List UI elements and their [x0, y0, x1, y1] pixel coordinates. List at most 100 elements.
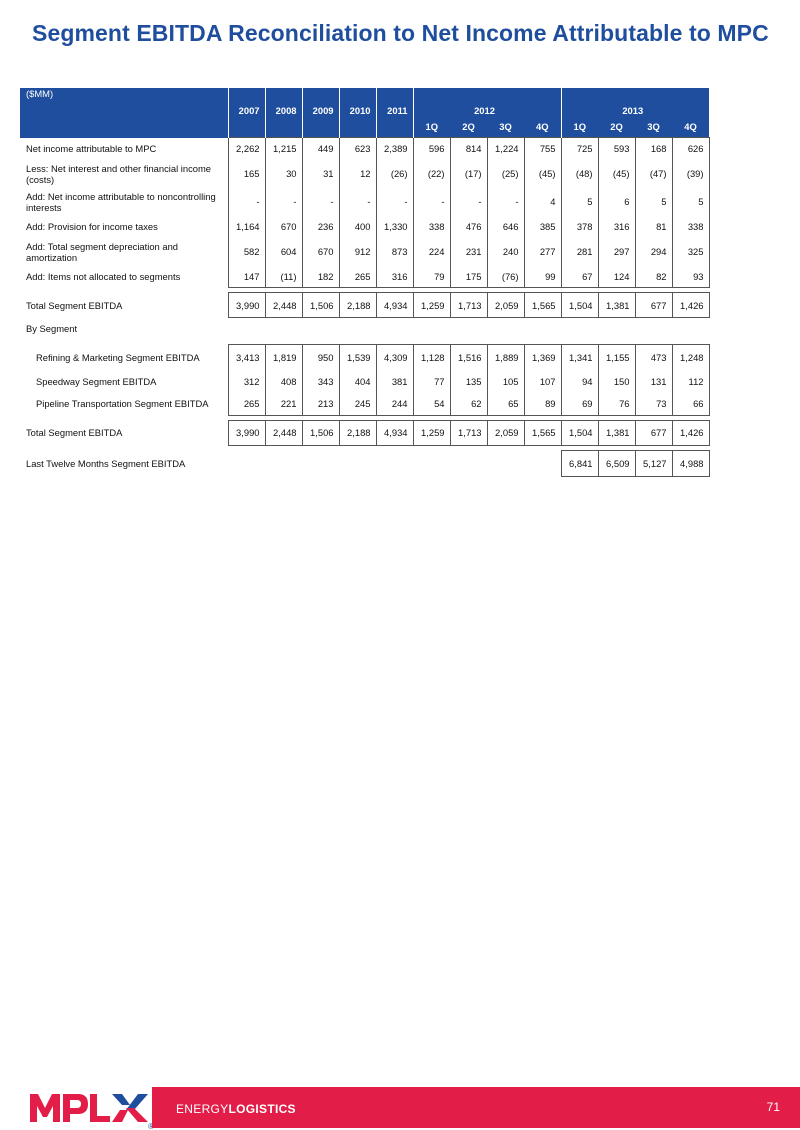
value-cell: 593 — [597, 137, 636, 160]
value-cell: 1,369 — [523, 343, 562, 370]
value-cell: 3,990 — [227, 419, 266, 446]
value-cell: 65 — [486, 392, 525, 416]
value-cell: 31 — [301, 159, 340, 188]
value-cell: - — [264, 187, 303, 216]
value-cell: 338 — [671, 215, 710, 238]
value-cell: 1,248 — [671, 343, 710, 370]
row-label: Total Segment EBITDA — [26, 427, 123, 438]
value-cell: 76 — [597, 392, 636, 416]
value-cell: 236 — [301, 215, 340, 238]
value-cell: 404 — [338, 370, 377, 392]
value-cell: 473 — [634, 343, 673, 370]
value-cell: 1,504 — [560, 419, 599, 446]
value-cell: 1,330 — [375, 215, 414, 238]
value-cell: 81 — [634, 215, 673, 238]
value-cell: 131 — [634, 370, 673, 392]
value-cell: 596 — [412, 137, 451, 160]
value-cell: 6 — [597, 187, 636, 216]
value-cell: 604 — [264, 237, 303, 266]
value-cell: 3,990 — [227, 292, 266, 318]
value-cell: 1,341 — [560, 343, 599, 370]
value-cell: - — [338, 187, 377, 216]
value-cell: 5,127 — [634, 449, 673, 477]
value-cell: 1,516 — [449, 343, 488, 370]
value-cell: 325 — [671, 237, 710, 266]
value-cell: 4,934 — [375, 292, 414, 318]
value-cell: 1,426 — [671, 419, 710, 446]
value-cell: 1,713 — [449, 292, 488, 318]
value-cell: 1,224 — [486, 137, 525, 160]
row-label: Last Twelve Months Segment EBITDA — [26, 457, 186, 469]
value-cell: 1,504 — [560, 292, 599, 318]
value-cell: 1,565 — [523, 292, 562, 318]
value-cell: 1,819 — [264, 343, 303, 370]
energy-logistics-wordmark: ENERGYLOGISTICS — [176, 1102, 296, 1116]
quarter-header: 3Q — [635, 116, 672, 138]
table-row: Pipeline Transportation Segment EBITDA 26… — [20, 392, 710, 416]
value-cell: - — [375, 187, 414, 216]
value-cell: 277 — [523, 237, 562, 266]
table-row: Add: Items not allocated to segments 147(… — [20, 265, 710, 288]
quarter-header: 2Q — [598, 116, 635, 138]
row-label: Refining & Marketing Segment EBITDA — [36, 351, 200, 363]
value-cell: 175 — [449, 265, 488, 288]
value-cell: 343 — [301, 370, 340, 392]
table-row: Less: Net interest and other financial i… — [20, 159, 710, 188]
unit-label: ($MM) — [20, 88, 228, 116]
value-cell: 381 — [375, 370, 414, 392]
value-cell: 677 — [634, 419, 673, 446]
header-row-years: ($MM) 2007 2008 2009 2010 2011 2012 2013 — [20, 88, 709, 116]
row-label: Pipeline Transportation Segment EBITDA — [36, 398, 209, 409]
value-cell: 94 — [560, 370, 599, 392]
value-cell: (45) — [523, 159, 562, 188]
value-cell: 2,059 — [486, 419, 525, 446]
value-cell: (47) — [634, 159, 673, 188]
value-cell: 912 — [338, 237, 377, 266]
value-cell: (17) — [449, 159, 488, 188]
row-label: By Segment — [26, 323, 78, 334]
value-cell: 1,155 — [597, 343, 636, 370]
value-cell: 670 — [301, 237, 340, 266]
year-header: 2008 — [264, 88, 302, 116]
value-cell: 105 — [486, 370, 525, 392]
value-cell: 2,188 — [338, 292, 377, 318]
table-row: Last Twelve Months Segment EBITDA 6,841 6,… — [20, 449, 710, 477]
quarter-header: 2Q — [450, 116, 487, 138]
value-cell: 112 — [671, 370, 710, 392]
value-cell: 6,509 — [597, 449, 636, 477]
value-cell: 124 — [597, 265, 636, 288]
row-label: Less: Net interest and other financial i… — [26, 162, 211, 185]
row-label: Add: Net income attributable to noncontr… — [26, 190, 216, 213]
value-cell: 107 — [523, 370, 562, 392]
ebitda-reconciliation-table: ($MM) 2007 2008 2009 2010 2011 2012 2013… — [20, 88, 710, 477]
value-cell: 82 — [634, 265, 673, 288]
value-cell: 4 — [523, 187, 562, 216]
group-header-2013: 2013 — [560, 88, 709, 116]
page-title: Segment EBITDA Reconciliation to Net Inc… — [32, 20, 769, 46]
value-cell: 150 — [597, 370, 636, 392]
value-cell: 1,713 — [449, 419, 488, 446]
value-cell: 4,988 — [671, 449, 710, 477]
row-label: Add: Items not allocated to segments — [26, 271, 181, 282]
value-cell: 1,381 — [597, 292, 636, 318]
value-cell: 385 — [523, 215, 562, 238]
value-cell: 3,413 — [227, 343, 266, 370]
quarter-header: 3Q — [487, 116, 524, 138]
value-cell: 1,128 — [412, 343, 451, 370]
table-row: Total Segment EBITDA 3,990 2,448 1,506 2,188… — [20, 292, 710, 318]
value-cell: 1,164 — [227, 215, 266, 238]
value-cell: 12 — [338, 159, 377, 188]
value-cell: 73 — [634, 392, 673, 416]
value-cell: 67 — [560, 265, 599, 288]
value-cell: 168 — [634, 137, 673, 160]
row-label: Add: Provision for income taxes — [26, 221, 158, 232]
value-cell: 30 — [264, 159, 303, 188]
value-cell: 2,448 — [264, 292, 303, 318]
value-cell: 1,506 — [301, 292, 340, 318]
value-cell: 476 — [449, 215, 488, 238]
value-cell: 165 — [227, 159, 266, 188]
year-header: 2011 — [375, 88, 413, 116]
table-row: Refining & Marketing Segment EBITDA 3,413… — [20, 343, 710, 370]
value-cell: 400 — [338, 215, 377, 238]
value-cell: 626 — [671, 137, 710, 160]
